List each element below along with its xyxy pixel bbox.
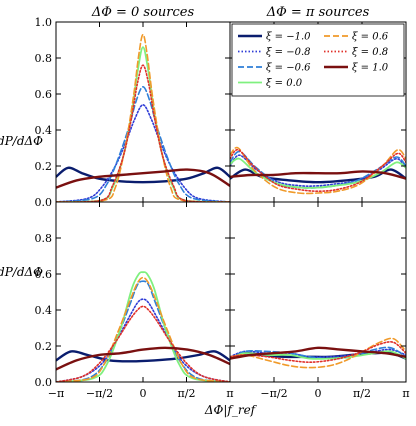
series-line-top-left-6 — [56, 168, 230, 189]
series-line-bottom-right-1 — [230, 348, 406, 358]
legend: ξ = −1.0 ξ = −0.8 ξ = −0.6 ξ = 0.0 ξ = 0.6 ξ … — [231, 23, 405, 97]
series-line-bottom-left-5 — [56, 305, 230, 382]
x-tick-label-left-3: π/2 — [178, 387, 196, 400]
x-tick-label-left-1: −π/2 — [86, 387, 113, 400]
series-line-bottom-left-4 — [56, 276, 230, 382]
x-axis-label: ΔΦ|f_ref — [204, 403, 258, 417]
series-line-bottom-left-1 — [56, 298, 230, 382]
y-tick-label-top-4: 0.8 — [35, 52, 53, 65]
x-tick-label-right-3: π/2 — [353, 387, 371, 400]
series-group-top-right — [230, 146, 406, 195]
legend-label-0: ξ = −1.0 — [266, 32, 311, 43]
y-tick-label-top-3: 0.6 — [35, 88, 53, 101]
legend-label-3: ξ = 0.0 — [266, 78, 303, 89]
y-tick-label-top-0: 0.0 — [35, 196, 53, 209]
series-line-top-left-4 — [56, 33, 230, 202]
panel-title-right: ΔΦ = π sources — [266, 5, 370, 20]
x-tick-label-left-2: 0 — [140, 387, 147, 400]
panel-bottom-left — [55, 201, 231, 383]
legend-label-4: ξ = 0.6 — [352, 32, 389, 43]
series-line-top-left-5 — [56, 64, 230, 202]
y-tick-label-bottom-1: 0.2 — [35, 340, 53, 353]
x-tick-label-left-0: −π — [48, 387, 64, 400]
series-line-top-left-2 — [56, 86, 230, 202]
x-tick-label-right-4: π — [402, 387, 409, 400]
series-group-bottom-left — [56, 271, 230, 382]
series-line-top-left-1 — [56, 104, 230, 202]
series-line-top-left-0 — [56, 166, 230, 184]
series-line-top-right-1 — [230, 154, 406, 187]
series-line-top-right-0 — [230, 168, 406, 184]
series-line-bottom-left-6 — [56, 346, 230, 371]
y-tick-label-top-2: 0.4 — [35, 124, 53, 137]
x-tick-label-right-1: −π/2 — [260, 387, 287, 400]
y-tick-label-bottom-4: 0.8 — [35, 232, 53, 245]
y-axis-label-top: dP/dΔΦ — [0, 134, 43, 148]
panel-frame-top-left — [55, 21, 231, 203]
series-line-top-right-3 — [230, 157, 406, 189]
y-tick-label-bottom-2: 0.4 — [35, 304, 53, 317]
x-tick-label-left-4: π — [226, 387, 233, 400]
series-line-top-right-2 — [230, 150, 406, 189]
panel-top-left — [55, 21, 231, 203]
y-tick-label-bottom-0: 0.0 — [35, 376, 53, 389]
legend-label-6: ξ = 1.0 — [352, 63, 389, 74]
panel-title-left: ΔΦ = 0 sources — [91, 5, 195, 20]
series-line-bottom-left-0 — [56, 350, 230, 363]
series-line-bottom-right-6 — [230, 346, 406, 360]
y-tick-label-top-5: 1.0 — [35, 16, 53, 29]
legend-label-2: ξ = −0.6 — [266, 63, 311, 74]
series-line-bottom-right-4 — [230, 337, 406, 369]
series-line-top-right-6 — [230, 170, 406, 180]
panel-bottom-right — [229, 201, 407, 383]
series-line-top-right-5 — [230, 148, 406, 192]
y-tick-label-bottom-3: 0.6 — [35, 268, 53, 281]
x-tick-label-right-2: 0 — [315, 387, 322, 400]
panel-frame-bottom-left — [55, 201, 231, 383]
series-group-bottom-right — [230, 337, 406, 369]
series-group-top-left — [56, 33, 230, 202]
series-line-bottom-right-5 — [230, 341, 406, 363]
legend-label-1: ξ = −0.8 — [266, 47, 311, 58]
series-line-bottom-left-3 — [56, 271, 230, 382]
series-line-bottom-left-2 — [56, 280, 230, 382]
panels-layer: 0.0 0.2 0.4 0.6 0.8 1.0 0.0 0.2 0.4 0.6 0.8 −π −π/2 0… — [35, 16, 410, 400]
legend-label-5: ξ = 0.8 — [352, 47, 388, 58]
labels-layer: ΔΦ = 0 sources ΔΦ = π sources dP/dΔΦ dP/… — [0, 5, 370, 417]
y-axis-label-bottom: dP/dΔΦ — [0, 265, 43, 279]
y-tick-label-top-1: 0.2 — [35, 160, 53, 173]
